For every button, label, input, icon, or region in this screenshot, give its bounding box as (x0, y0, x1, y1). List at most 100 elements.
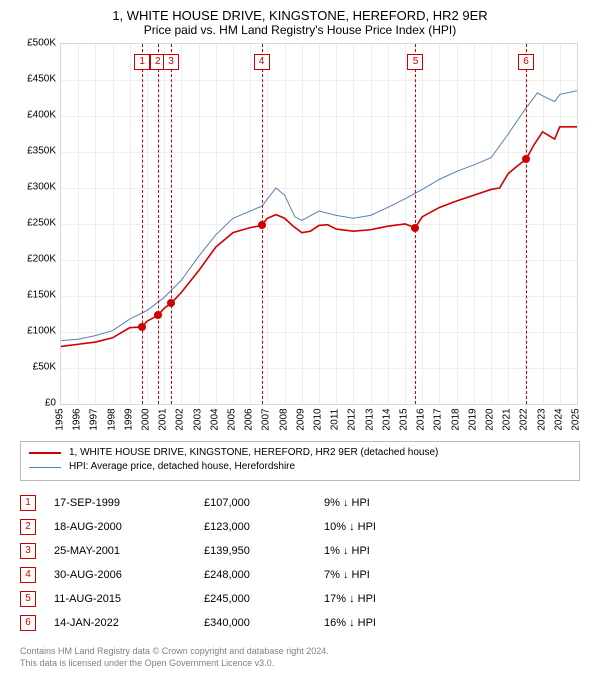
legend-label: 1, WHITE HOUSE DRIVE, KINGSTONE, HEREFOR… (69, 446, 438, 460)
x-tick-label: 1995 (55, 408, 66, 430)
event-date: 25-MAY-2001 (54, 545, 204, 557)
x-tick-label: 2017 (433, 408, 444, 430)
table-row: 4 30-AUG-2006£248,0007% ↓ HPI (20, 563, 580, 587)
x-tick-label: 2008 (278, 408, 289, 430)
x-tick-label: 1999 (123, 408, 134, 430)
x-tick-label: 2012 (347, 408, 358, 430)
event-date: 17-SEP-1999 (54, 497, 204, 509)
legend-swatch (29, 467, 61, 468)
sale-marker-dot (138, 323, 146, 331)
x-tick-label: 2016 (416, 408, 427, 430)
x-tick-label: 1997 (89, 408, 100, 430)
event-number-box: 6 (20, 615, 36, 631)
y-tick-label: £200K (18, 254, 56, 265)
event-marker-box: 5 (407, 54, 423, 70)
table-row: 6 14-JAN-2022£340,00016% ↓ HPI (20, 611, 580, 635)
x-tick-label: 2002 (175, 408, 186, 430)
event-delta: 7% ↓ HPI (324, 569, 370, 581)
sale-marker-dot (411, 224, 419, 232)
event-line (158, 44, 159, 404)
event-delta: 17% ↓ HPI (324, 593, 376, 605)
x-tick-label: 2001 (158, 408, 169, 430)
y-tick-label: £0 (18, 398, 56, 409)
y-tick-label: £150K (18, 290, 56, 301)
event-number-box: 2 (20, 519, 36, 535)
x-tick-label: 2018 (450, 408, 461, 430)
event-marker-box: 1 (134, 54, 150, 70)
sale-marker-dot (154, 311, 162, 319)
y-tick-label: £250K (18, 218, 56, 229)
event-number-box: 3 (20, 543, 36, 559)
sale-marker-dot (167, 299, 175, 307)
x-tick-label: 2019 (467, 408, 478, 430)
x-tick-label: 2013 (364, 408, 375, 430)
chart-area: 123456 £0£50K£100K£150K£200K£250K£300K£3… (18, 43, 582, 433)
y-tick-label: £50K (18, 362, 56, 373)
event-delta: 16% ↓ HPI (324, 617, 376, 629)
x-tick-label: 2009 (295, 408, 306, 430)
x-tick-label: 2014 (381, 408, 392, 430)
x-tick-label: 2022 (519, 408, 530, 430)
event-date: 30-AUG-2006 (54, 569, 204, 581)
sale-marker-dot (522, 155, 530, 163)
x-tick-label: 2025 (571, 408, 582, 430)
legend: 1, WHITE HOUSE DRIVE, KINGSTONE, HEREFOR… (20, 441, 580, 481)
series-property (61, 127, 577, 347)
series-layer (61, 44, 577, 404)
table-row: 2 18-AUG-2000£123,00010% ↓ HPI (20, 515, 580, 539)
sale-marker-dot (258, 221, 266, 229)
x-tick-label: 2021 (502, 408, 513, 430)
table-row: 511-AUG-2015£245,00017% ↓ HPI (20, 587, 580, 611)
event-date: 11-AUG-2015 (54, 593, 204, 605)
event-line (171, 44, 172, 404)
event-line (142, 44, 143, 404)
footer-text: Contains HM Land Registry data © Crown c… (20, 645, 580, 669)
y-tick-label: £350K (18, 146, 56, 157)
x-tick-label: 2010 (313, 408, 324, 430)
y-tick-label: £100K (18, 326, 56, 337)
event-line (526, 44, 527, 404)
event-table: 1 17-SEP-1999£107,0009% ↓ HPI 2 18-AUG-2000… (20, 491, 580, 635)
event-date: 14-JAN-2022 (54, 617, 204, 629)
event-price: £139,950 (204, 545, 324, 557)
x-tick-label: 2011 (330, 409, 341, 431)
legend-row: 1, WHITE HOUSE DRIVE, KINGSTONE, HEREFOR… (29, 446, 571, 460)
y-tick-label: £450K (18, 74, 56, 85)
x-tick-label: 2007 (261, 408, 272, 430)
x-tick-label: 2015 (399, 408, 410, 430)
chart-subtitle: Price paid vs. HM Land Registry's House … (18, 23, 582, 37)
legend-row: HPI: Average price, detached house, Here… (29, 460, 571, 474)
y-tick-label: £400K (18, 110, 56, 121)
event-price: £245,000 (204, 593, 324, 605)
chart-title: 1, WHITE HOUSE DRIVE, KINGSTONE, HEREFOR… (18, 8, 582, 23)
x-tick-label: 2006 (244, 408, 255, 430)
legend-swatch (29, 452, 61, 454)
event-number-box: 1 (20, 495, 36, 511)
x-tick-label: 2023 (536, 408, 547, 430)
x-tick-label: 1996 (72, 408, 83, 430)
table-row: 1 17-SEP-1999£107,0009% ↓ HPI (20, 491, 580, 515)
x-tick-label: 2005 (227, 408, 238, 430)
table-row: 3 25-MAY-2001£139,9501% ↓ HPI (20, 539, 580, 563)
x-tick-label: 2024 (553, 408, 564, 430)
x-tick-label: 2000 (141, 408, 152, 430)
x-tick-label: 2004 (209, 408, 220, 430)
event-price: £340,000 (204, 617, 324, 629)
plot-region: 123456 (60, 43, 578, 405)
event-price: £123,000 (204, 521, 324, 533)
event-date: 18-AUG-2000 (54, 521, 204, 533)
legend-label: HPI: Average price, detached house, Here… (69, 460, 295, 474)
event-delta: 9% ↓ HPI (324, 497, 370, 509)
event-price: £248,000 (204, 569, 324, 581)
event-price: £107,000 (204, 497, 324, 509)
y-tick-label: £500K (18, 38, 56, 49)
event-marker-box: 4 (254, 54, 270, 70)
y-tick-label: £300K (18, 182, 56, 193)
event-number-box: 4 (20, 567, 36, 583)
footer-line-1: Contains HM Land Registry data © Crown c… (20, 645, 580, 657)
event-marker-box: 3 (163, 54, 179, 70)
event-delta: 10% ↓ HPI (324, 521, 376, 533)
event-marker-box: 6 (518, 54, 534, 70)
x-tick-label: 1998 (106, 408, 117, 430)
event-delta: 1% ↓ HPI (324, 545, 370, 557)
